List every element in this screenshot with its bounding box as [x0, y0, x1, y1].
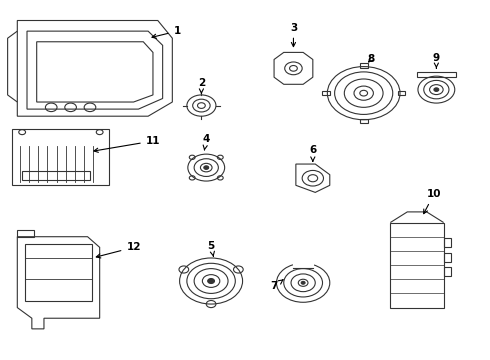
Circle shape — [204, 166, 209, 169]
Text: 11: 11 — [94, 136, 160, 152]
Text: 3: 3 — [290, 23, 297, 46]
Text: 12: 12 — [97, 242, 141, 258]
Text: 1: 1 — [152, 26, 181, 38]
Bar — [443, 253, 451, 261]
Text: 6: 6 — [309, 145, 317, 161]
Text: 10: 10 — [424, 189, 441, 213]
Bar — [443, 238, 451, 247]
Text: 4: 4 — [202, 134, 210, 150]
Text: 9: 9 — [433, 53, 440, 68]
Text: 8: 8 — [368, 54, 374, 64]
Bar — [22, 171, 90, 180]
Text: 7: 7 — [270, 280, 283, 291]
Circle shape — [434, 88, 439, 91]
Bar — [360, 119, 368, 123]
Text: 2: 2 — [198, 77, 205, 93]
Bar — [322, 91, 330, 95]
Circle shape — [301, 282, 305, 284]
Bar — [397, 91, 405, 95]
Bar — [360, 63, 368, 68]
Bar — [443, 267, 451, 276]
Circle shape — [208, 279, 215, 283]
Text: 5: 5 — [207, 240, 215, 256]
Polygon shape — [294, 261, 313, 268]
